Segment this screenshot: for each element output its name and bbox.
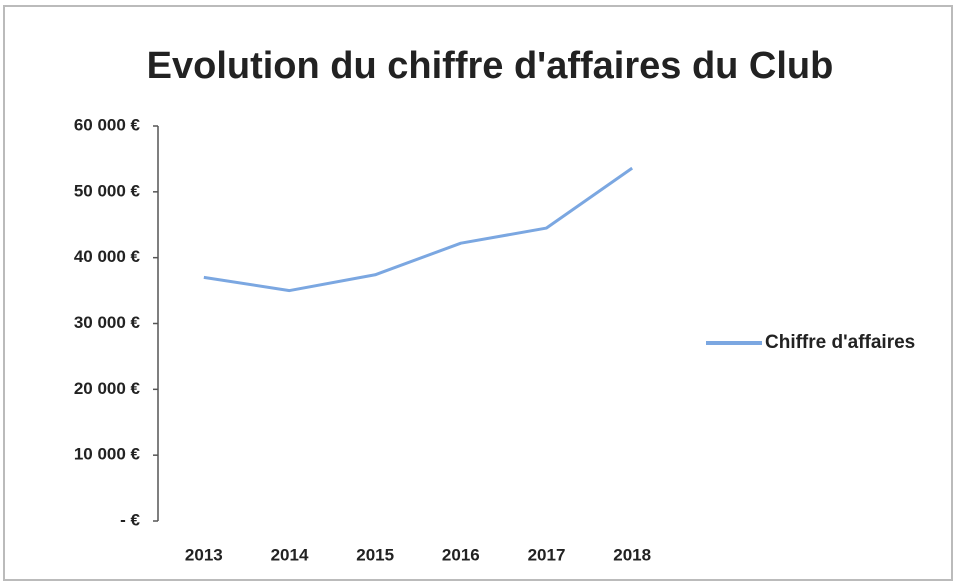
x-tick-label: 2013 [185, 545, 223, 564]
y-tick-label: 50 000 € [74, 181, 141, 200]
x-tick-label: 2015 [356, 545, 394, 564]
y-tick-label: 20 000 € [74, 379, 141, 398]
y-tick-label: 30 000 € [74, 313, 141, 332]
chart-title: Evolution du chiffre d'affaires du Club [147, 45, 834, 87]
y-tick-label: 40 000 € [74, 247, 141, 266]
chart-border [3, 5, 953, 581]
y-tick-label: 10 000 € [74, 445, 141, 464]
y-tick-label: 60 000 € [74, 115, 141, 134]
y-tick-label: - € [120, 510, 140, 529]
line-series [203, 166, 634, 293]
x-tick-label: 2017 [528, 545, 566, 564]
x-tick-label: 2014 [271, 545, 309, 564]
x-tick-label: 2016 [442, 545, 480, 564]
x-tick-label: 2018 [613, 545, 651, 564]
legend-label: Chiffre d'affaires [765, 332, 915, 353]
